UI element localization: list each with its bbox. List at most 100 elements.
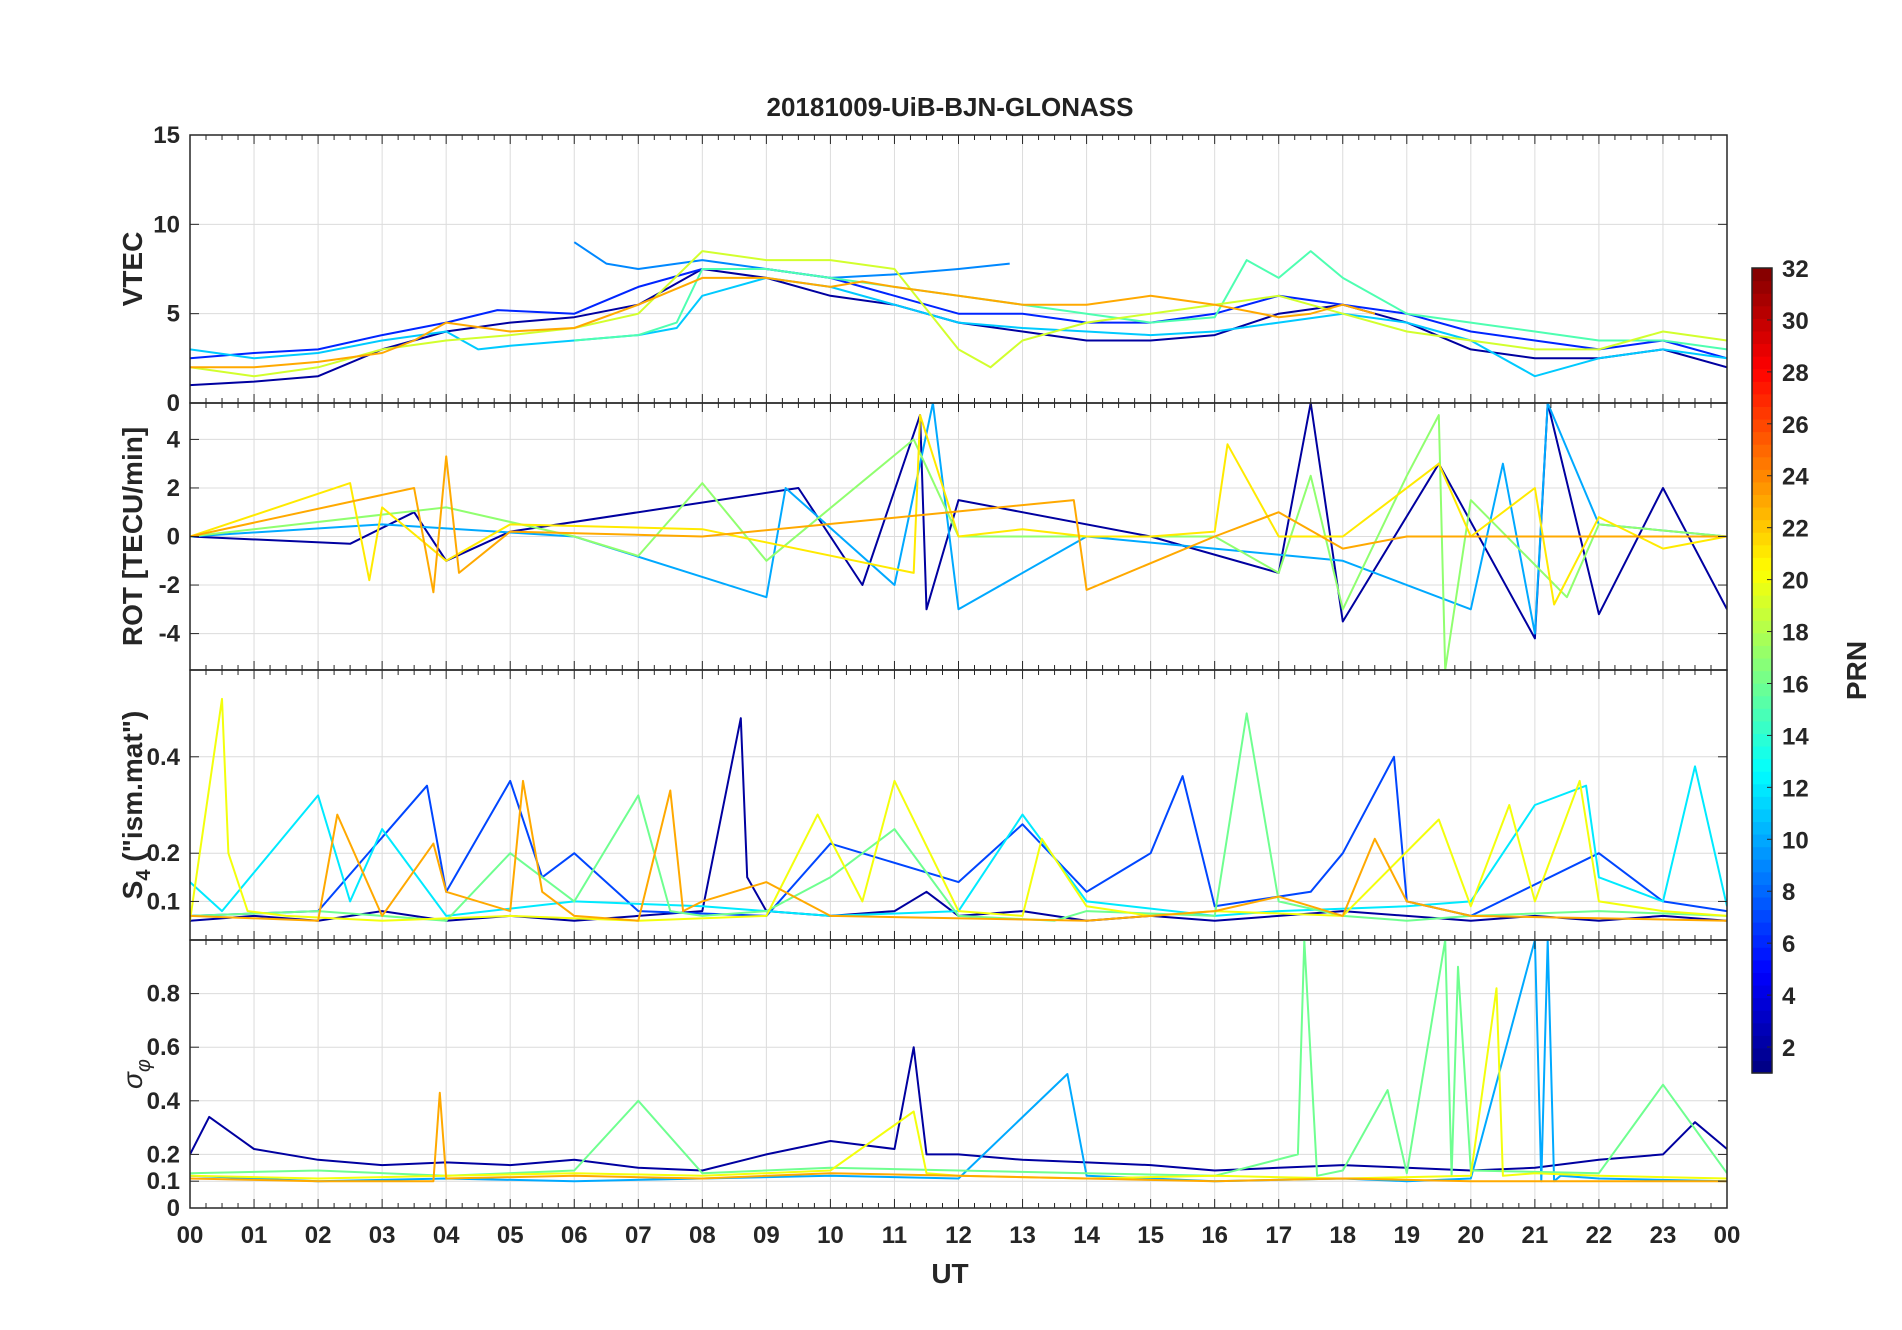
y-tick-label: 0.2	[147, 840, 180, 867]
colorbar-segment	[1752, 909, 1772, 923]
colorbar-segment	[1752, 934, 1772, 948]
series-group	[190, 697, 1727, 922]
y-tick-label: 0	[167, 1195, 180, 1222]
colorbar-segment	[1752, 494, 1772, 508]
panel-1: 0 5 10 15 VTEC	[117, 122, 1728, 417]
x-tick-label: 00	[1714, 1222, 1741, 1249]
x-tick-label: 19	[1393, 1222, 1420, 1249]
series-line-prn-21	[190, 414, 1727, 606]
x-tick-label: 18	[1329, 1222, 1356, 1249]
y-axis-label-main: σ	[117, 1071, 148, 1089]
colorbar-segment	[1752, 1047, 1772, 1062]
y-tick-label: 0.6	[147, 1034, 180, 1061]
colorbar-segment	[1752, 708, 1772, 722]
colorbar-segment	[1752, 984, 1772, 999]
y-tick-label: 0.4	[147, 744, 181, 771]
colorbar-segment	[1752, 607, 1772, 621]
colorbar-segment	[1752, 683, 1772, 697]
x-tick-label: 09	[753, 1222, 780, 1249]
colorbar-segment	[1752, 582, 1772, 596]
colorbar-segment	[1752, 997, 1772, 1011]
series-line-prn-23	[190, 779, 1727, 922]
x-tick-label: 02	[305, 1222, 332, 1249]
y-tick-label: 0.8	[147, 981, 180, 1008]
colorbar-tick-label: 8	[1782, 879, 1795, 906]
series-line-prn-23	[190, 276, 1376, 369]
x-tick-label: 05	[497, 1222, 524, 1249]
y-tick-label: 5	[167, 301, 180, 328]
colorbar-segment	[1752, 343, 1772, 357]
series-group	[190, 940, 1727, 1183]
series-line-prn-16	[190, 712, 1727, 922]
y-axis-label: VTEC	[117, 232, 148, 307]
y-tick-label: 10	[153, 211, 180, 238]
series-line-prn-2	[190, 1046, 1727, 1172]
colorbar-segment	[1752, 381, 1772, 395]
colorbar-segment	[1752, 771, 1772, 785]
colorbar-segment	[1752, 846, 1772, 860]
y-tick-label: -4	[159, 621, 181, 648]
colorbar-segment	[1752, 859, 1772, 873]
colorbar-segment	[1752, 280, 1772, 294]
x-tick-label: 13	[1009, 1222, 1036, 1249]
colorbar-segment	[1752, 620, 1772, 634]
x-tick-label: 21	[1522, 1222, 1549, 1249]
series-line-prn-23	[190, 455, 1727, 594]
x-tick-label: 14	[1073, 1222, 1100, 1249]
y-tick-label: 0	[167, 524, 180, 551]
y-tick-label: -2	[159, 572, 180, 599]
colorbar-frame	[1751, 267, 1773, 1074]
colorbar-tick-label: 2	[1782, 1035, 1795, 1062]
x-tick-label: 01	[241, 1222, 268, 1249]
colorbar-tick-label: 22	[1782, 516, 1809, 543]
panel-4: 00.10.2 0.4 0.6 0.8 σφ 00 01 02 03 04 05 06 07 08 09 10…	[117, 939, 1741, 1249]
colorbar-tick-label: 26	[1782, 412, 1809, 439]
y-axis-label-subscript: 4	[133, 869, 155, 881]
colorbar-segment	[1752, 431, 1772, 445]
colorbar-segment	[1752, 544, 1772, 558]
series-line-prn-11	[190, 276, 1727, 378]
colorbar-segment	[1752, 330, 1772, 345]
colorbar-segment	[1752, 268, 1772, 282]
colorbar-tick-label: 6	[1782, 931, 1795, 958]
x-tick-label: 08	[689, 1222, 716, 1249]
colorbar-segment	[1752, 959, 1772, 973]
y-tick-label: 0	[167, 390, 180, 417]
colorbar-segment	[1752, 456, 1772, 470]
series-line-prn-10	[190, 403, 1727, 635]
colorbar-segment	[1752, 481, 1772, 496]
x-tick-label: 16	[1201, 1222, 1228, 1249]
colorbar-segment	[1752, 557, 1772, 571]
colorbar-tick-label: 28	[1782, 360, 1809, 387]
y-tick-label: 0.2	[147, 1141, 180, 1168]
colorbar-segment	[1752, 821, 1772, 835]
colorbar-segment	[1752, 1010, 1772, 1024]
colorbar-tick-label: 16	[1782, 671, 1809, 698]
x-tick-label: 06	[561, 1222, 588, 1249]
colorbar-segment	[1752, 318, 1772, 332]
colorbar-segment	[1752, 393, 1772, 407]
colorbar-tick-label: 20	[1782, 568, 1809, 595]
colorbar-label: PRN	[1841, 641, 1872, 700]
panel-2: -4 -2 0 2 4 ROT [TECU/min]	[117, 402, 1728, 671]
y-tick-label: 15	[153, 122, 180, 149]
x-tick-label: 10	[817, 1222, 844, 1249]
x-tick-label: 20	[1457, 1222, 1484, 1249]
colorbar-tick-label: 18	[1782, 620, 1809, 647]
series-line-prn-17	[190, 414, 1727, 670]
chart-title: 20181009-UiB-BJN-GLONASS	[766, 92, 1133, 122]
colorbar-segment	[1752, 305, 1772, 319]
colorbar-segment	[1752, 632, 1772, 646]
series-line-prn-16	[190, 940, 1727, 1177]
colorbar-segment	[1752, 406, 1772, 420]
series-group	[190, 403, 1727, 670]
y-axis-label-rest: ("ism.mat")	[117, 711, 148, 870]
y-axis-label-main: S	[117, 881, 148, 900]
colorbar-tick-label: 12	[1782, 775, 1809, 802]
colorbar-segment	[1752, 368, 1772, 382]
colorbar-segment	[1752, 758, 1772, 772]
x-tick-label: 03	[369, 1222, 396, 1249]
colorbar-segment	[1752, 670, 1772, 684]
